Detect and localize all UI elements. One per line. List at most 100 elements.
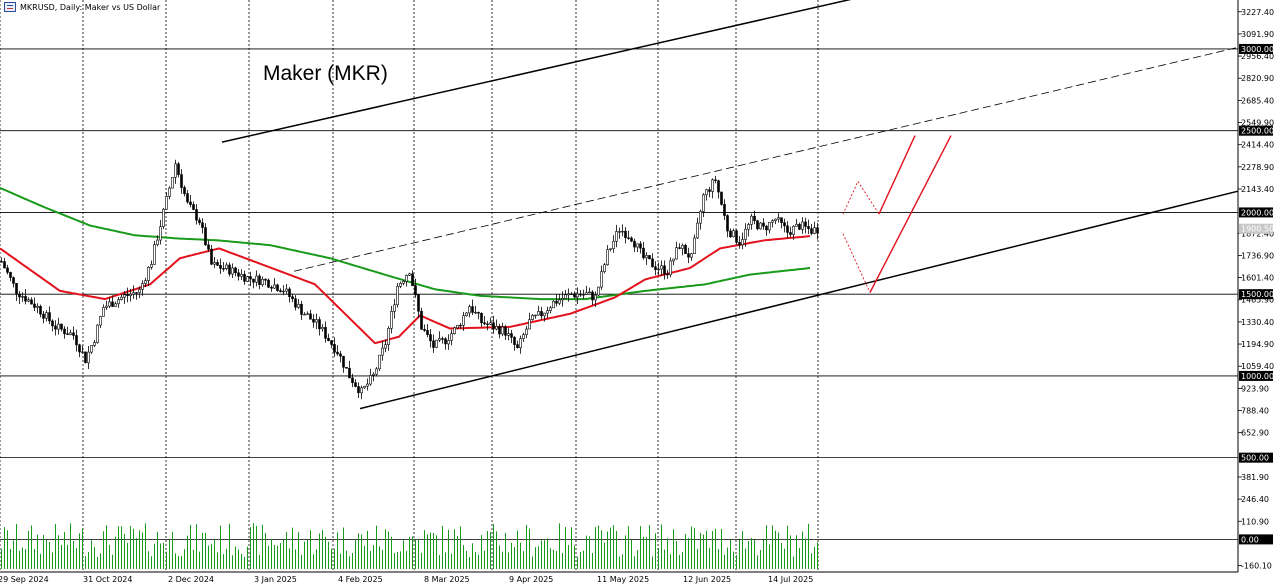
candle-body <box>465 312 468 317</box>
candle-body <box>639 243 642 249</box>
candle-body <box>489 322 492 325</box>
candlesticks <box>0 159 819 400</box>
candle-body <box>768 221 771 231</box>
candle-body <box>126 294 129 296</box>
y-tick-label: 1736.90 <box>1241 251 1274 260</box>
level-label: 0.00 <box>1241 535 1259 544</box>
candle-body <box>564 294 567 299</box>
candle-body <box>369 375 372 385</box>
candle-body <box>372 373 375 376</box>
candle-body <box>573 293 576 298</box>
candle-body <box>69 332 72 335</box>
candle-body <box>201 222 204 228</box>
candle-body <box>435 339 438 348</box>
candle-body <box>621 230 624 233</box>
candle-body <box>786 225 789 233</box>
candle-body <box>33 303 36 308</box>
candle-body <box>324 327 327 339</box>
candle-body <box>624 230 627 239</box>
candle-body <box>387 328 390 346</box>
candle-body <box>618 231 621 233</box>
candle-body <box>741 239 744 246</box>
candle-body <box>720 191 723 205</box>
y-tick-label: 1601.40 <box>1241 274 1274 283</box>
chart-header: MKRUSD, Daily: Maker vs US Dollar <box>4 2 160 12</box>
candle-body <box>273 284 276 289</box>
x-tick-label: 8 Mar 2025 <box>424 575 470 584</box>
candle-body <box>171 177 174 189</box>
y-tick-label: 2956.40 <box>1241 52 1274 61</box>
candle-body <box>60 323 63 330</box>
candle-body <box>303 313 306 316</box>
candle-body <box>519 338 522 349</box>
trendlines[interactable] <box>221 0 1239 410</box>
y-tick-label: 2278.90 <box>1241 163 1274 172</box>
candle-body <box>75 335 78 346</box>
candle-body <box>477 311 480 314</box>
candle-body <box>504 326 507 336</box>
candle-body <box>687 253 690 258</box>
candle-body <box>141 283 144 290</box>
candle-body <box>3 261 6 269</box>
candle-body <box>72 332 75 336</box>
candle-body <box>63 328 66 335</box>
candle-body <box>774 218 777 221</box>
level-label: 500.00 <box>1241 454 1269 463</box>
candle-body <box>279 290 282 293</box>
candle-body <box>132 292 135 295</box>
projection-line <box>842 180 880 215</box>
candle-body <box>723 204 726 216</box>
candle-body <box>270 286 273 289</box>
candle-body <box>762 222 765 227</box>
candle-body <box>690 253 693 258</box>
candle-body <box>228 264 231 275</box>
candle-body <box>699 211 702 224</box>
candle-body <box>261 278 264 286</box>
candle-body <box>366 383 369 387</box>
candle-body <box>696 222 699 239</box>
candle-body <box>207 244 210 250</box>
candle-body <box>654 266 657 270</box>
candle-body <box>510 333 513 338</box>
level-label: 2500.00 <box>1241 127 1274 136</box>
candle-body <box>363 385 366 389</box>
candle-body <box>222 268 225 270</box>
candle-body <box>9 272 12 278</box>
candle-body <box>162 208 165 227</box>
candle-body <box>81 351 84 353</box>
level-label: 1500.00 <box>1241 290 1274 299</box>
y-tick-label: 2820.90 <box>1241 74 1274 83</box>
y-tick-label: 3091.90 <box>1241 30 1274 39</box>
plot-background <box>0 0 1238 572</box>
candle-body <box>351 377 354 383</box>
chart-window-icon[interactable] <box>4 2 16 12</box>
candle-body <box>183 187 186 194</box>
candle-body <box>798 223 801 230</box>
candle-body <box>642 247 645 259</box>
level-label-bg <box>1239 43 1273 54</box>
candle-body <box>294 298 297 308</box>
candle-body <box>636 243 639 248</box>
trendline <box>293 46 1239 272</box>
candle-body <box>483 322 486 325</box>
candle-body <box>165 196 168 210</box>
candle-body <box>681 244 684 249</box>
projection-lines[interactable] <box>842 135 952 293</box>
candle-body <box>657 268 660 271</box>
moving-average-slow <box>0 186 811 301</box>
candle-body <box>39 305 42 315</box>
candle-body <box>54 325 57 330</box>
candle-body <box>738 242 741 246</box>
candle-body <box>807 226 810 229</box>
candle-body <box>105 305 108 308</box>
candle-body <box>708 189 711 192</box>
y-tick-label: 2414.40 <box>1241 141 1274 150</box>
candle-body <box>789 232 792 235</box>
y-tick-label: 652.90 <box>1241 429 1269 438</box>
candle-body <box>795 223 798 227</box>
candle-body <box>381 347 384 356</box>
candle-body <box>672 258 675 262</box>
candle-body <box>771 220 774 223</box>
candle-body <box>327 337 330 341</box>
